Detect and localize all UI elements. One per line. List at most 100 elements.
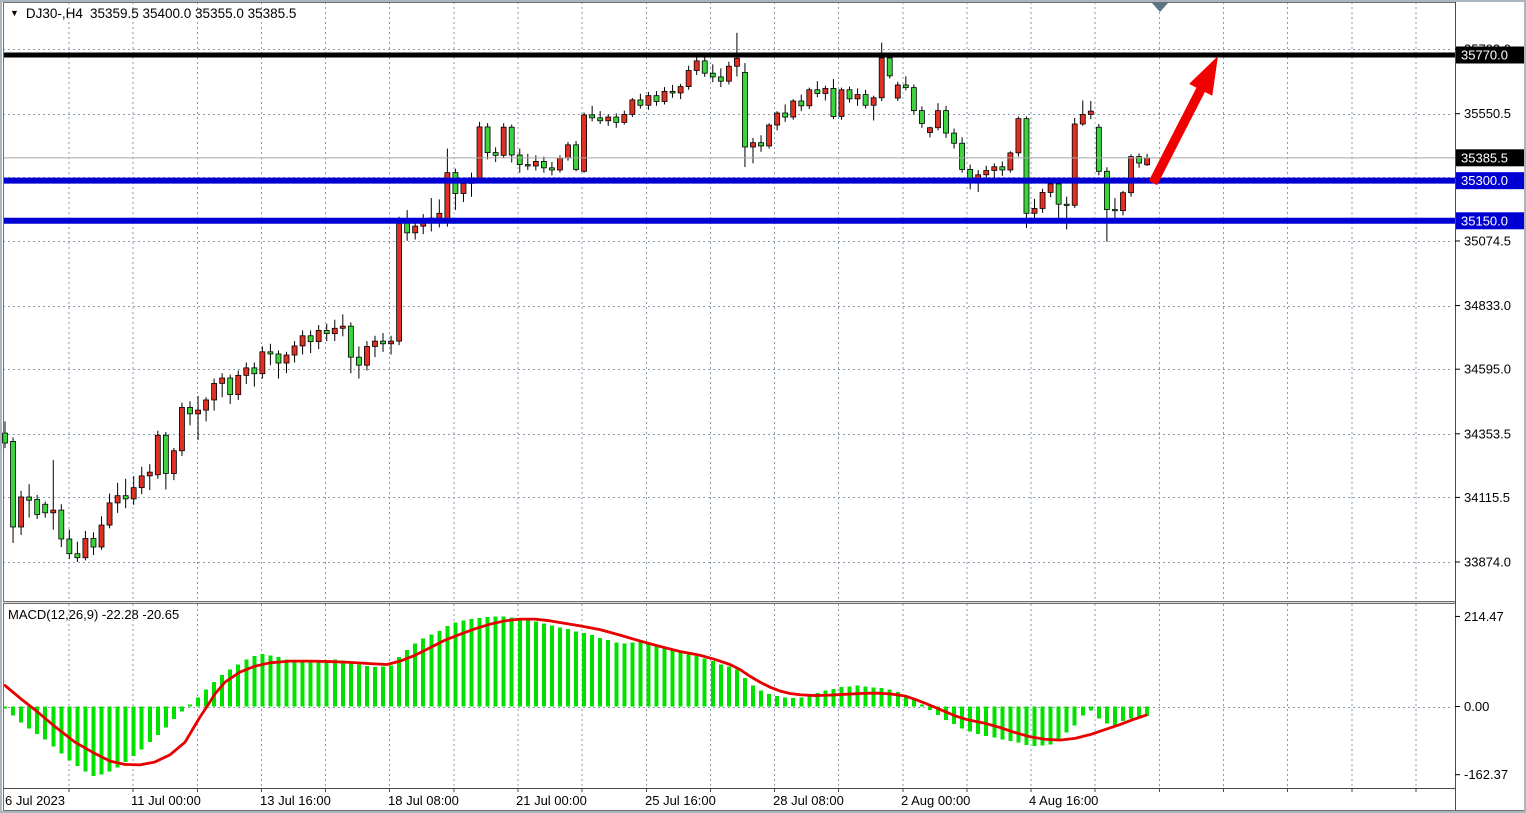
price-badge-label: 35385.5 — [1461, 150, 1508, 165]
bull-candle — [138, 475, 145, 489]
bear-candle — [701, 60, 708, 74]
macd-histogram-bar — [509, 617, 514, 707]
macd-histogram-bar — [775, 696, 780, 707]
macd-histogram-bar — [984, 706, 989, 736]
bear-candle — [267, 351, 274, 355]
bear-candle — [1103, 170, 1110, 210]
bear-candle — [26, 496, 33, 501]
bear-candle — [910, 87, 917, 112]
bear-candle — [943, 110, 949, 134]
macd-histogram-bar — [831, 688, 836, 707]
bull-candle — [476, 126, 483, 179]
time-axis-label: 25 Jul 16:00 — [645, 793, 716, 808]
macd-histogram-bar — [1016, 706, 1021, 743]
macd-histogram-bar — [83, 706, 88, 772]
price-badge — [1456, 46, 1525, 64]
bull-candle — [50, 509, 57, 514]
macd-histogram-bar — [147, 706, 152, 743]
macd-histogram-bar — [501, 616, 506, 707]
macd-histogram-bar — [187, 704, 192, 707]
bull-candle — [396, 218, 403, 342]
bull-candle — [114, 495, 121, 504]
bear-candle — [717, 76, 724, 82]
bull-candle — [983, 170, 990, 176]
bull-candle — [894, 84, 901, 99]
macd-histogram-bar — [364, 666, 369, 707]
time-axis-label: 18 Jul 08:00 — [388, 793, 459, 808]
macd-histogram-bar — [863, 686, 868, 707]
bull-candle — [364, 346, 370, 366]
macd-histogram-bar — [405, 649, 410, 707]
bear-candle — [484, 126, 491, 154]
bull-candle — [629, 99, 636, 115]
bear-candle — [380, 340, 386, 345]
bear-candle — [90, 538, 97, 548]
bear-candle — [10, 440, 16, 528]
macd-histogram-bar — [316, 661, 321, 707]
macd-indicator-layer — [3, 616, 1150, 776]
macd-histogram-bar — [1104, 706, 1109, 724]
macd-histogram-bar — [131, 706, 136, 757]
bull-candle — [98, 524, 105, 548]
macd-histogram-bar — [1088, 706, 1093, 711]
macd-histogram-bar — [622, 643, 627, 707]
macd-histogram-bar — [228, 669, 233, 707]
macd-histogram-bar — [477, 617, 482, 707]
time-axis-label: 4 Aug 16:00 — [1029, 793, 1098, 808]
macd-histogram-bar — [27, 706, 32, 729]
pane-splitter[interactable] — [3, 601, 1455, 604]
macd-histogram-bar — [1129, 706, 1134, 719]
bull-candle — [291, 345, 298, 356]
macd-histogram-bar — [718, 664, 723, 707]
bull-candle — [243, 367, 250, 376]
macd-histogram-bar — [3, 706, 7, 709]
macd-histogram-bar — [163, 706, 168, 728]
bear-candle — [549, 167, 555, 171]
macd-histogram-bar — [179, 706, 184, 712]
macd-histogram-bar — [453, 622, 458, 707]
bull-candle — [1144, 157, 1151, 166]
bull-candle — [203, 399, 209, 411]
macd-histogram-bar — [879, 688, 884, 707]
bear-candle — [227, 377, 234, 395]
bull-candle — [750, 142, 756, 148]
bear-candle — [573, 144, 579, 170]
bear-candle — [814, 89, 821, 94]
price-tick-label: 34115.5 — [1464, 490, 1510, 505]
bull-candle — [195, 409, 201, 415]
macd-histogram-bar — [19, 706, 24, 723]
bull-candle — [171, 450, 177, 474]
price-tick-label: 35550.5 — [1464, 106, 1511, 121]
bear-candle — [355, 356, 362, 366]
macd-histogram-bar — [823, 690, 828, 707]
macd-histogram-bar — [348, 661, 353, 707]
macd-histogram-bar — [533, 621, 538, 707]
bear-candle — [251, 367, 258, 375]
trend-arrow-shaft[interactable] — [1148, 82, 1208, 186]
bear-candle — [798, 100, 805, 107]
bear-candle — [74, 553, 81, 559]
bull-candle — [790, 100, 797, 118]
time-axis-label: 11 Jul 00:00 — [131, 793, 201, 808]
macd-histogram-bar — [437, 630, 442, 707]
macd-histogram-bar — [662, 647, 667, 707]
macd-histogram-bar — [871, 687, 876, 707]
trend-arrow-layer[interactable] — [1148, 56, 1218, 186]
price-badge — [1456, 212, 1525, 230]
horizontal-lines-layer[interactable] — [3, 52, 1455, 224]
macd-histogram-bar — [976, 706, 981, 735]
macd-histogram-bar — [445, 625, 450, 707]
bear-candle — [999, 166, 1006, 171]
macd-histogram-bar — [742, 677, 747, 707]
trend-arrow-head[interactable] — [1189, 56, 1218, 96]
macd-histogram-bar — [413, 643, 418, 707]
macd-histogram-bar — [139, 706, 144, 750]
macd-histogram-bar — [284, 659, 289, 707]
symbol-dropdown-icon[interactable]: ▼ — [10, 8, 19, 18]
bear-candle — [862, 94, 869, 106]
bull-candle — [621, 113, 628, 123]
auto-scroll-icon[interactable] — [1152, 3, 1168, 12]
macd-histogram-bar — [300, 662, 305, 707]
macd-histogram-bar — [895, 692, 900, 707]
